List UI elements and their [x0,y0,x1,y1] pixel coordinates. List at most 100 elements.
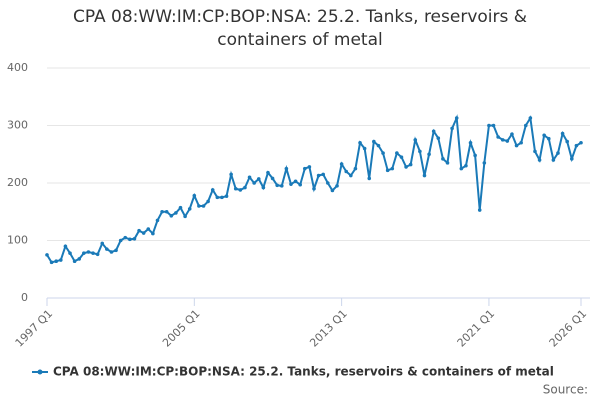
point [72,259,77,264]
y-tick-label: 400 [7,61,28,74]
point [523,123,528,128]
point [385,168,390,173]
y-tick-label: 300 [7,119,28,132]
point [151,231,155,236]
point [160,209,164,214]
point [441,157,445,161]
point [243,185,247,190]
point [569,157,574,161]
point [459,166,464,171]
point [183,214,187,219]
point [302,166,307,171]
point [565,139,569,144]
point [450,126,454,131]
point [312,186,316,191]
legend-marker [37,369,43,375]
point [192,193,197,198]
point [445,161,450,165]
point [105,247,109,251]
point [49,260,54,265]
point [279,184,284,188]
point [436,136,441,140]
point [114,248,118,253]
point [266,170,270,175]
point [546,136,551,141]
point [275,183,279,188]
point [298,182,302,187]
point [169,213,174,218]
point [54,259,59,264]
point [63,244,68,249]
y-tick-label: 0 [21,291,28,304]
point [399,155,404,159]
point [256,177,261,181]
point [404,165,408,169]
point [164,209,169,214]
point [358,140,362,145]
point [91,251,95,255]
point [141,231,146,235]
point [413,138,418,142]
y-tick-label: 100 [7,234,28,247]
point [220,195,224,200]
point [137,228,141,233]
point [537,158,542,162]
point [491,123,496,128]
point [224,194,229,199]
point [422,173,427,178]
point [367,176,372,181]
point [454,116,459,120]
point [579,140,583,145]
point [146,227,151,231]
y-tick-label: 200 [7,176,28,189]
point [187,207,192,211]
point [533,149,537,154]
chart-title: CPA 08:WW:IM:CP:BOP:NSA: 25.2. Tanks, re… [72,7,528,50]
x-tick-label: 2013 Q1 [307,307,350,350]
x-tick-label: 2005 Q1 [160,307,203,350]
point [289,182,293,186]
point [68,251,72,255]
point [542,133,546,138]
point [431,129,436,134]
point [353,166,358,171]
point [233,186,238,191]
point [339,162,344,166]
point [349,173,353,178]
point [528,116,533,120]
point [132,236,137,241]
point [95,252,100,257]
point [326,181,330,185]
point [321,172,326,177]
point [210,188,215,192]
x-tick-label: 2026 Q1 [547,307,590,350]
point [284,166,289,171]
point [128,237,132,242]
point [335,184,339,188]
point [496,135,500,139]
point [82,251,86,255]
point [482,161,487,165]
point [155,218,160,223]
point [500,138,505,142]
point [381,151,385,155]
point [344,169,349,174]
point [390,166,395,171]
point [473,153,477,158]
point [201,204,206,208]
point [307,165,312,169]
source: Source: [543,383,588,397]
point [178,205,183,210]
point [574,143,579,148]
point [487,123,491,128]
point [505,139,510,143]
point [118,238,123,243]
point [229,172,233,177]
point [270,176,275,181]
point [519,140,523,145]
point [408,162,413,167]
x-tick-label: 2021 Q1 [455,307,498,350]
point [464,163,468,168]
point [59,258,63,262]
